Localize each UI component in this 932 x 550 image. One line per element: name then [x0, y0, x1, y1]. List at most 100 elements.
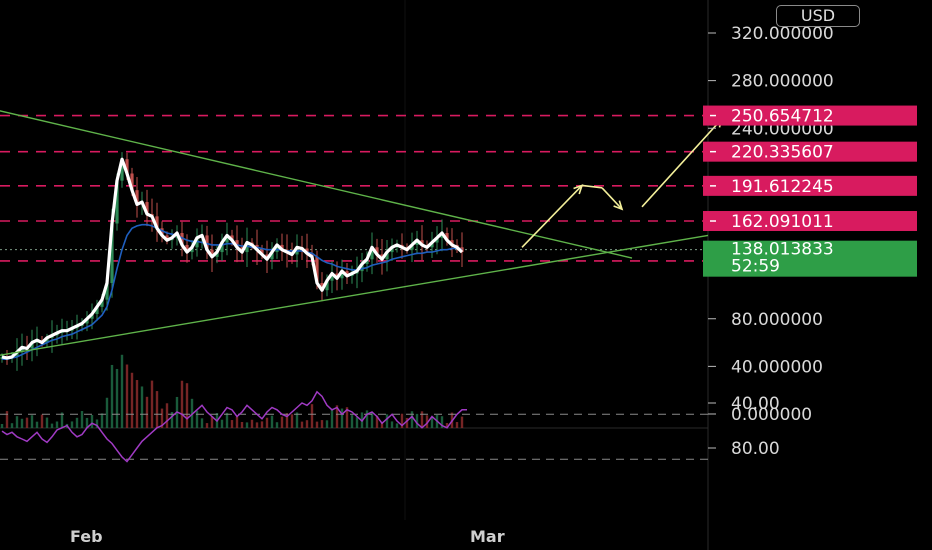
- level-tag-label: 191.612245: [731, 177, 834, 197]
- candle-body: [235, 240, 239, 248]
- candle-body: [385, 252, 389, 260]
- candle-body: [90, 313, 94, 319]
- candle-body: [435, 237, 439, 243]
- volume-bar: [5, 411, 9, 428]
- volume-bar: [315, 421, 319, 428]
- candle-body: [180, 233, 184, 245]
- projection-arrowhead: [573, 184, 584, 195]
- trendline-lower: [0, 234, 709, 356]
- volume-bar: [300, 421, 304, 428]
- volume-bar: [235, 416, 239, 428]
- candle-body: [125, 159, 129, 174]
- candle-body: [205, 235, 209, 250]
- volume-bar: [255, 422, 259, 428]
- candle-body: [30, 342, 34, 349]
- volume-bar: [325, 420, 329, 428]
- candle-body: [275, 244, 279, 253]
- volume-bar: [335, 405, 339, 428]
- volume-bar: [280, 416, 284, 428]
- candle-body: [370, 247, 374, 260]
- volume-bar: [140, 386, 144, 428]
- sma-line: [2, 223, 463, 360]
- volume-bar: [180, 380, 184, 428]
- volume-bar: [380, 421, 384, 428]
- volume-bar: [265, 417, 269, 428]
- volume-bar: [30, 415, 34, 428]
- candle-body: [165, 235, 169, 241]
- level-tag: [703, 211, 917, 232]
- volume-bar: [205, 423, 209, 428]
- volume-bar: [95, 419, 99, 428]
- candle-body: [220, 242, 224, 253]
- candle-body: [85, 318, 89, 324]
- volume-bar: [10, 423, 14, 428]
- candle-body: [345, 271, 349, 276]
- volume-bar: [45, 417, 49, 428]
- volume-bar: [60, 412, 64, 428]
- candle-body: [270, 252, 274, 260]
- candle-body: [195, 237, 199, 248]
- volume-bar: [165, 403, 169, 428]
- candle-body: [365, 259, 369, 264]
- price-tick-label: 80.000000: [731, 310, 823, 330]
- candle-body: [110, 223, 114, 284]
- price-axis[interactable]: 320.000000280.000000240.00000080.0000004…: [703, 24, 917, 459]
- currency-badge[interactable]: USD: [776, 5, 860, 27]
- rsi-panel: [0, 390, 708, 463]
- candle-body: [145, 202, 149, 214]
- date-tick-label: Feb: [70, 527, 103, 546]
- trendline-upper: [0, 110, 633, 259]
- volume-bar: [155, 391, 159, 428]
- volume-bar: [185, 383, 189, 428]
- candle-body: [415, 240, 419, 245]
- volume-bar: [375, 415, 379, 428]
- volume-bar: [135, 380, 139, 428]
- candle-body: [155, 216, 159, 229]
- projection-leg-1: [521, 184, 583, 248]
- volume-bar: [415, 413, 419, 428]
- projection-leg-3: [601, 187, 623, 210]
- volume-bar: [390, 421, 394, 428]
- volume-bar: [0, 424, 4, 428]
- candle-body: [305, 248, 309, 254]
- candle-body: [315, 256, 319, 284]
- date-tick-label: Mar: [470, 527, 505, 546]
- candle-body: [190, 247, 194, 253]
- candle-body: [390, 247, 394, 253]
- volume-bar: [310, 404, 314, 428]
- volume-bar: [20, 418, 24, 428]
- trendlines-layer[interactable]: [0, 102, 724, 362]
- volume-bar: [455, 422, 459, 428]
- volume-bar: [115, 368, 119, 428]
- volume-bar: [15, 416, 19, 428]
- volume-bar: [160, 408, 164, 428]
- volume-bar: [385, 414, 389, 428]
- candle-body: [445, 233, 449, 241]
- price-tick-label: 0.000000: [731, 405, 812, 425]
- volume-bar: [250, 419, 254, 428]
- candle-body: [105, 283, 109, 300]
- volume-bar: [210, 416, 214, 428]
- volume-bar: [275, 422, 279, 428]
- volume-bar: [355, 417, 359, 428]
- volume-bar: [70, 421, 74, 428]
- volume-bar: [320, 420, 324, 428]
- candle-body: [330, 273, 334, 281]
- volume-bar: [85, 417, 89, 428]
- volume-bar: [445, 422, 449, 428]
- candle-body: [20, 347, 24, 353]
- volume-bar: [25, 417, 29, 428]
- candle-body: [225, 235, 229, 243]
- candle-body: [450, 240, 454, 245]
- candle-body: [260, 249, 264, 255]
- volume-bar: [240, 422, 244, 428]
- candle-body: [420, 240, 424, 245]
- volume-bar: [55, 421, 59, 428]
- volume-bar: [350, 415, 354, 428]
- candle-body: [120, 159, 124, 181]
- volume-bar: [40, 414, 44, 428]
- level-tag: [703, 141, 917, 162]
- close-line: [1, 157, 464, 360]
- volume-bar: [305, 420, 309, 428]
